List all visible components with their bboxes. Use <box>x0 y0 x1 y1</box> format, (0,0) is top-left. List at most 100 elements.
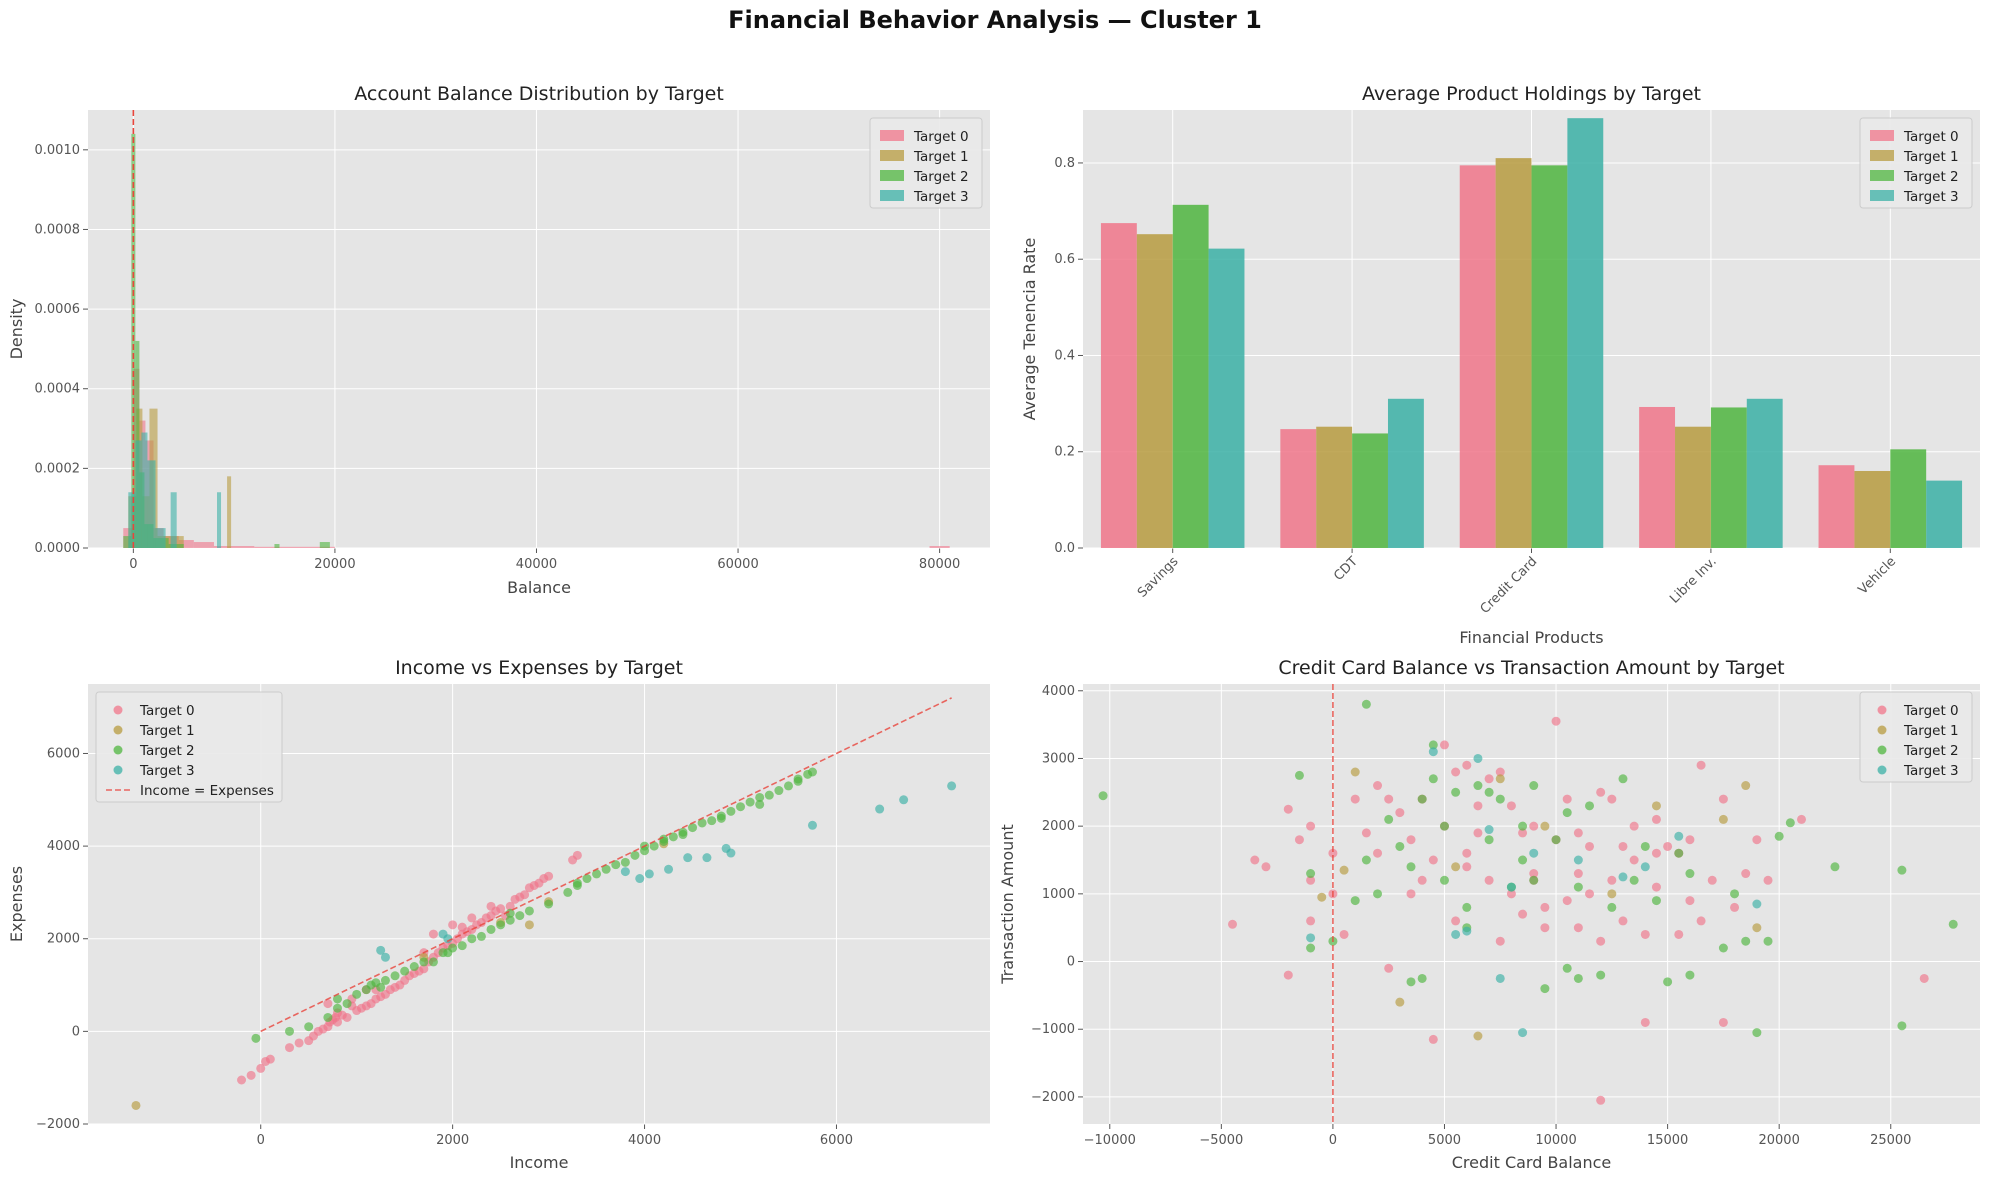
scatter-point <box>1228 919 1237 929</box>
scatter-point <box>1294 770 1304 780</box>
scatter-point <box>899 795 909 805</box>
scatter-point <box>1473 828 1483 838</box>
scatter-point <box>1294 835 1304 845</box>
legend-label: Target 2 <box>1903 169 1959 185</box>
legend-label: Target 1 <box>1903 723 1959 739</box>
scatter-point <box>419 964 429 974</box>
scatter-point <box>448 920 458 930</box>
scatter-point <box>1651 882 1661 892</box>
legend-box <box>95 691 283 803</box>
tick-label-x: 0 <box>257 1133 265 1148</box>
scatter-point <box>1573 882 1583 892</box>
scatter-point <box>1752 899 1762 909</box>
scatter-point <box>342 1012 352 1022</box>
scatter-point <box>1439 740 1449 750</box>
scatter-point <box>1763 936 1773 946</box>
scatter-point <box>1607 902 1617 912</box>
scatter-point <box>1306 943 1316 953</box>
bar <box>1854 470 1891 548</box>
scatter-point <box>1919 973 1929 983</box>
hist-bar <box>217 492 222 548</box>
scatter-point <box>1361 828 1371 838</box>
legend-label: Target 0 <box>913 129 969 145</box>
x-axis-label: Income <box>510 1153 569 1172</box>
scatter-point <box>1640 841 1650 851</box>
tick-label-x: 25000 <box>1870 1133 1911 1148</box>
bar <box>1352 433 1388 548</box>
scatter-point <box>376 982 386 992</box>
legend-marker <box>1877 725 1887 735</box>
scatter-point <box>1306 869 1316 879</box>
scatter-point <box>476 931 486 941</box>
hist-bar <box>141 432 148 548</box>
scatter-point <box>1741 781 1751 791</box>
scatter-point <box>1573 855 1583 865</box>
scatter-point <box>1451 767 1461 777</box>
tick-label-x: −10000 <box>1084 1133 1136 1148</box>
scatter-point <box>1473 753 1483 763</box>
scatter-point <box>1651 848 1661 858</box>
tick-label-x: 6000 <box>820 1133 853 1148</box>
scatter-point <box>1306 821 1316 831</box>
scatter-point <box>332 1003 342 1013</box>
scatter-point <box>1518 1028 1528 1038</box>
scatter-point <box>524 920 534 930</box>
legend-label: Target 1 <box>1903 149 1959 165</box>
scatter-point <box>1596 970 1606 980</box>
scatter-point <box>1562 808 1572 818</box>
scatter-point <box>1596 787 1606 797</box>
tick-label-y: 0.0002 <box>35 461 81 476</box>
legend-marker <box>113 765 123 775</box>
scatter-point <box>1718 943 1728 953</box>
scatter-point <box>323 1012 333 1022</box>
scatter-point <box>304 1022 314 1032</box>
scatter-point <box>1529 869 1539 879</box>
scatter-point <box>1629 875 1639 885</box>
bar <box>1172 204 1209 549</box>
legend-label: Income = Expenses <box>140 783 274 799</box>
tick-label-y: 0.4 <box>1054 348 1075 363</box>
scatter-point <box>1663 977 1673 987</box>
scatter-point <box>601 864 611 874</box>
scatter-point <box>807 820 817 830</box>
scatter-point <box>611 860 621 870</box>
tick-label-x: −5000 <box>1199 1133 1243 1148</box>
bar <box>1567 118 1604 548</box>
scatter-point <box>1317 892 1327 902</box>
scatter-point <box>524 906 534 916</box>
scatter-point <box>1462 848 1472 858</box>
tick-label-x: 0 <box>129 557 137 572</box>
hist-bar <box>274 544 280 548</box>
scatter-point <box>1573 973 1583 983</box>
legend-swatch <box>880 170 904 181</box>
scatter-point <box>1518 909 1528 919</box>
scatter-point <box>1529 821 1539 831</box>
scatter-point <box>1473 781 1483 791</box>
scatter-point <box>1484 875 1494 885</box>
scatter-point <box>505 908 515 918</box>
scatter-point <box>1573 828 1583 838</box>
bar <box>1459 165 1496 548</box>
scatter-point <box>1607 875 1617 885</box>
tick-label-x: CDT <box>1331 554 1361 584</box>
scatter-point <box>1417 875 1427 885</box>
scatter-point <box>1596 936 1606 946</box>
scatter-point <box>1339 929 1349 939</box>
scatter-point <box>582 874 592 884</box>
legend-swatch <box>1870 130 1894 141</box>
scatter-point <box>1785 818 1795 828</box>
scatter-point <box>716 813 726 823</box>
scatter-point <box>376 945 386 955</box>
scatter-point <box>947 781 957 791</box>
scatter-point <box>649 841 659 851</box>
scatter-point <box>1573 869 1583 879</box>
scatter-point <box>251 1033 261 1043</box>
legend-marker <box>1877 765 1887 775</box>
hist-bar <box>128 492 136 548</box>
scatter-point <box>755 792 765 802</box>
legend-swatch <box>1870 190 1894 201</box>
tick-label-x: Libre Inv. <box>1667 554 1719 606</box>
bar <box>1136 234 1173 548</box>
scatter-point <box>467 934 477 944</box>
scatter-point <box>1495 794 1505 804</box>
